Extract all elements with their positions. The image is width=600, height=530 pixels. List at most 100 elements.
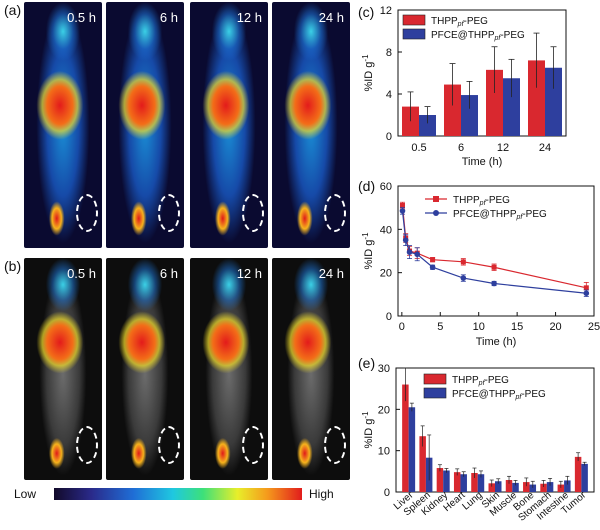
tumor-circle [324, 194, 346, 232]
data-point [583, 285, 589, 291]
colorbar-low-label: Low [14, 487, 37, 501]
y-tick-label: 20 [380, 268, 392, 280]
bar [477, 474, 485, 492]
y-tick-label: 10 [378, 446, 390, 458]
bar [574, 456, 582, 492]
series-line [401, 205, 587, 289]
panel-label-b: (b) [4, 258, 22, 274]
bar [545, 67, 562, 136]
x-tick-label: 20 [549, 321, 561, 333]
y-axis-title: %ID g-1 [361, 232, 375, 270]
bar [523, 482, 530, 492]
legend-series1-swatch [402, 14, 426, 26]
scan-time-label: 12 h [236, 10, 262, 25]
bar [546, 482, 554, 492]
bar [419, 115, 436, 136]
x-tick-label: Liver [392, 489, 416, 512]
legend-series2-swatch [423, 387, 447, 399]
data-point [429, 264, 436, 271]
series-line [401, 210, 587, 294]
bar [453, 472, 461, 492]
x-tick-label: Muscle [488, 490, 520, 519]
y-tick-label: 0 [386, 131, 392, 143]
panel-label-c: (c) [358, 4, 375, 20]
data-point [583, 290, 590, 297]
legend-series1-swatch [423, 373, 447, 385]
tumor-circle [242, 194, 264, 232]
bar [505, 480, 513, 492]
bar [436, 468, 444, 492]
x-tick-label: 24 [539, 142, 551, 154]
y-axis-title: %ID g-1 [361, 54, 375, 92]
bar [419, 436, 426, 492]
x-tick-label: 5 [437, 321, 443, 333]
scan-time-label: 0.5 h [67, 10, 96, 25]
x-tick-label: 10 [473, 321, 485, 333]
tumor-circle [158, 194, 180, 232]
x-tick-label: Bone [512, 490, 537, 514]
scan-time-label: 6 h [159, 10, 178, 25]
tumor-circle [242, 426, 264, 464]
data-point [403, 235, 409, 241]
x-tick-label: 25 [588, 321, 600, 333]
bar [564, 480, 571, 492]
y-tick-label: 0 [386, 311, 392, 323]
legend-series1-label: THPPpf-PEG [431, 16, 488, 28]
data-point [414, 250, 420, 256]
legend-series1-label: THPPpf-PEG [452, 375, 509, 387]
bar [443, 470, 450, 492]
bar [402, 106, 419, 136]
x-tick-label: 0.5 [411, 142, 426, 154]
tumor-circle [324, 426, 346, 464]
tumor-circle [158, 426, 180, 464]
y-tick-label: 60 [380, 181, 392, 193]
bar [503, 78, 520, 136]
bar [444, 84, 461, 136]
bar [540, 483, 547, 492]
bar [402, 384, 409, 492]
y-tick-label: 0 [384, 487, 390, 499]
legend-series2-marker [433, 210, 439, 216]
bar [471, 472, 478, 492]
scan-time-label: 6 h [159, 266, 178, 281]
bar [512, 482, 519, 492]
x-tick-label: 15 [511, 321, 523, 333]
legend-series2-label: PFCE@THPPpf-PEG [453, 209, 547, 221]
data-point [407, 248, 413, 254]
data-point [399, 203, 405, 208]
legend-series1-marker [433, 196, 439, 202]
scan-time-label: 0.5 h [67, 266, 96, 281]
x-tick-label: Heart [442, 490, 468, 514]
bar [528, 60, 545, 136]
x-tick-label: Tumor [559, 489, 588, 516]
x-axis-title: Time (h) [476, 336, 517, 348]
panel-label-e: (e) [358, 355, 376, 371]
bar [557, 484, 565, 492]
data-point [399, 208, 406, 214]
bar [488, 483, 495, 492]
legend-series1-label: THPPpf-PEG [453, 195, 510, 207]
scan-time-label: 24 h [318, 266, 344, 281]
chart-e-frame [395, 367, 595, 493]
x-axis-title: Time (h) [462, 156, 503, 168]
y-tick-label: 40 [380, 224, 392, 236]
scan-image: 0.5 h [24, 258, 102, 480]
legend-series2-label: PFCE@THPPpf-PEG [452, 389, 546, 401]
x-tick-label: Skin [480, 490, 502, 511]
chart-d-frame [397, 185, 595, 317]
x-tick-label: Kidney [420, 490, 450, 518]
scan-image: 6 h [106, 2, 184, 248]
x-tick-label: Spleen [402, 490, 433, 518]
tumor-circle [76, 426, 98, 464]
data-point [491, 280, 497, 287]
data-point [402, 237, 409, 243]
y-tick-label: 8 [386, 47, 392, 59]
data-point [414, 251, 421, 258]
x-tick-label: 0 [399, 321, 405, 333]
scan-image: 12 h [190, 2, 268, 248]
y-tick-label: 20 [378, 404, 390, 416]
data-point [491, 264, 497, 270]
tumor-circle [76, 194, 98, 232]
x-tick-label: Intestine [535, 490, 571, 523]
data-point [406, 249, 413, 255]
